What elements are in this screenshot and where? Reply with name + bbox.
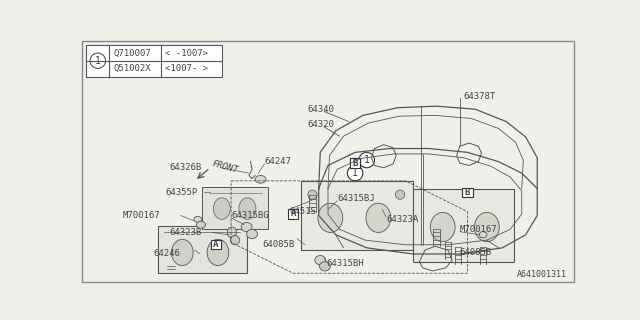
Bar — [350, 158, 360, 168]
Text: 64246: 64246 — [154, 250, 180, 259]
Ellipse shape — [255, 175, 266, 183]
Ellipse shape — [246, 229, 257, 239]
Bar — [413, 188, 514, 262]
Ellipse shape — [207, 239, 229, 266]
Text: 0451S: 0451S — [289, 207, 316, 216]
Bar — [86, 44, 222, 77]
Text: 64085B: 64085B — [262, 240, 294, 249]
Ellipse shape — [474, 212, 499, 242]
Circle shape — [90, 53, 106, 68]
Text: 64247: 64247 — [264, 157, 291, 166]
Text: 64326B: 64326B — [169, 163, 202, 172]
Bar — [301, 181, 413, 250]
Ellipse shape — [479, 232, 487, 238]
Text: B: B — [353, 159, 358, 168]
Circle shape — [348, 165, 363, 181]
Text: 64315BJ: 64315BJ — [337, 194, 375, 203]
Bar — [462, 188, 472, 197]
Ellipse shape — [239, 198, 256, 219]
Text: 64378T: 64378T — [463, 92, 496, 101]
Text: 64315BG: 64315BG — [231, 211, 269, 220]
Bar — [202, 187, 268, 229]
Text: FRONT: FRONT — [211, 160, 239, 175]
Text: Q51002X: Q51002X — [113, 64, 151, 73]
Text: A641001311: A641001311 — [516, 270, 566, 279]
Text: 1: 1 — [95, 56, 100, 66]
Bar — [157, 226, 246, 273]
Ellipse shape — [430, 212, 455, 242]
Circle shape — [308, 190, 317, 199]
Text: 64340: 64340 — [308, 105, 335, 114]
Text: 64323B: 64323B — [169, 228, 202, 237]
Ellipse shape — [230, 236, 239, 245]
Text: 1: 1 — [352, 168, 358, 178]
Bar — [211, 240, 221, 249]
Ellipse shape — [318, 203, 343, 232]
Text: 64320: 64320 — [308, 120, 335, 129]
Text: 64323A: 64323A — [386, 215, 419, 224]
Text: 64085B: 64085B — [460, 248, 492, 257]
Text: 1: 1 — [364, 155, 370, 165]
Text: Q710007: Q710007 — [113, 49, 151, 58]
Ellipse shape — [194, 216, 202, 222]
Text: 64355P: 64355P — [165, 188, 198, 197]
Ellipse shape — [213, 198, 230, 219]
Text: < -1007>: < -1007> — [165, 49, 208, 58]
Circle shape — [359, 152, 374, 168]
Text: B: B — [465, 188, 470, 197]
Text: 64315BH: 64315BH — [326, 259, 364, 268]
Bar — [288, 209, 298, 219]
Text: <1007- >: <1007- > — [165, 64, 208, 73]
Text: A: A — [291, 210, 296, 219]
Ellipse shape — [366, 203, 391, 232]
Text: A: A — [213, 240, 218, 249]
Text: M700167: M700167 — [123, 211, 160, 220]
Text: M700167: M700167 — [460, 225, 497, 234]
Ellipse shape — [196, 221, 205, 228]
Ellipse shape — [241, 222, 252, 232]
Ellipse shape — [315, 256, 326, 265]
Ellipse shape — [227, 227, 237, 238]
Circle shape — [396, 190, 404, 199]
Ellipse shape — [319, 262, 330, 271]
Ellipse shape — [172, 239, 193, 266]
